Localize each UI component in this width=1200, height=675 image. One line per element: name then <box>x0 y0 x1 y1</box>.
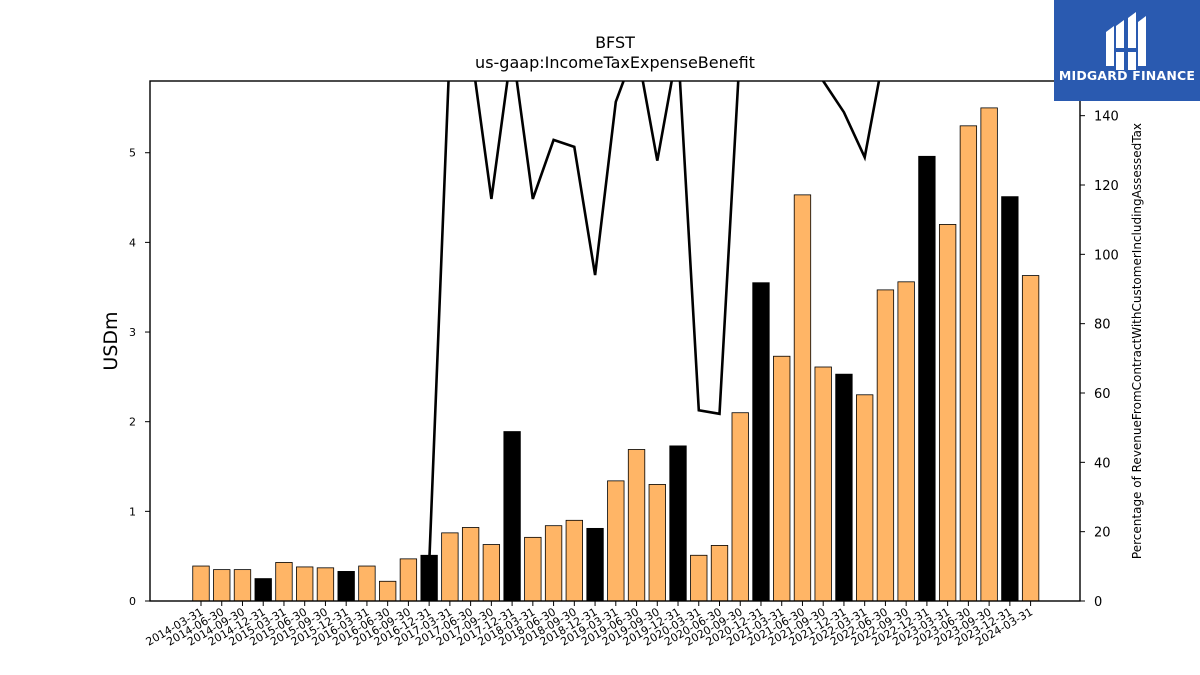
bar <box>461 527 480 602</box>
chart-title: BFST <box>595 33 635 52</box>
bar <box>524 536 542 602</box>
ratio-line <box>427 81 1031 567</box>
bar <box>897 281 915 602</box>
bar <box>544 525 563 602</box>
bar <box>503 431 521 602</box>
bar <box>358 565 376 602</box>
midgard-logo-icon <box>1106 12 1146 70</box>
brand-name: MIDGARD FINANCE <box>1058 68 1196 83</box>
y2-tick-label: 40 <box>1094 456 1111 471</box>
y-tick-label: 2 <box>129 416 136 429</box>
y2-tick-label: 80 <box>1094 318 1111 333</box>
bar <box>938 224 957 602</box>
y2-tick-label: 100 <box>1094 248 1119 263</box>
bar <box>607 480 625 602</box>
bar <box>482 544 501 602</box>
bar <box>565 519 583 602</box>
bar <box>316 567 335 602</box>
bar <box>254 578 272 602</box>
y-tick-label: 5 <box>129 147 136 160</box>
bar <box>213 569 231 602</box>
bar <box>856 394 874 602</box>
bar <box>233 569 252 602</box>
bar <box>731 412 749 602</box>
bar <box>835 373 853 602</box>
y-tick-label: 0 <box>129 595 136 608</box>
y-tick-label: 3 <box>129 326 136 339</box>
y-tick-label: 4 <box>129 236 136 249</box>
bar <box>275 562 293 602</box>
bar <box>814 366 832 602</box>
bar <box>441 532 459 602</box>
y-tick-label: 1 <box>129 505 136 518</box>
bar <box>627 449 646 602</box>
brand-logo: MIDGARD FINANCE <box>1054 0 1200 101</box>
bar <box>379 580 397 602</box>
bar <box>337 571 355 602</box>
bar <box>918 155 936 602</box>
y2-tick-label: 120 <box>1094 179 1119 194</box>
bar <box>752 282 770 602</box>
bar <box>1001 196 1019 602</box>
bar <box>980 107 998 602</box>
bar <box>192 565 210 602</box>
bar <box>1021 275 1040 602</box>
bar <box>876 289 895 602</box>
y2-tick-label: 60 <box>1094 387 1111 402</box>
y2-tick-label: 140 <box>1094 110 1119 125</box>
y-axis-label: USDm <box>100 311 122 370</box>
bar <box>959 125 978 602</box>
bar <box>793 194 812 602</box>
y2-axis-label: Percentage of RevenueFromContractWithCus… <box>1130 123 1144 559</box>
bar <box>773 355 791 602</box>
bar <box>586 527 604 602</box>
bar <box>296 566 314 602</box>
y2-tick-label: 0 <box>1094 595 1102 610</box>
chart-subtitle: us-gaap:IncomeTaxExpenseBenefit <box>475 53 755 72</box>
plot-frame <box>149 80 1081 602</box>
bar <box>669 445 687 602</box>
y2-tick-label: 20 <box>1094 526 1111 541</box>
bar <box>710 545 729 602</box>
bar <box>648 484 666 602</box>
bar <box>399 558 418 602</box>
bar <box>690 554 708 602</box>
